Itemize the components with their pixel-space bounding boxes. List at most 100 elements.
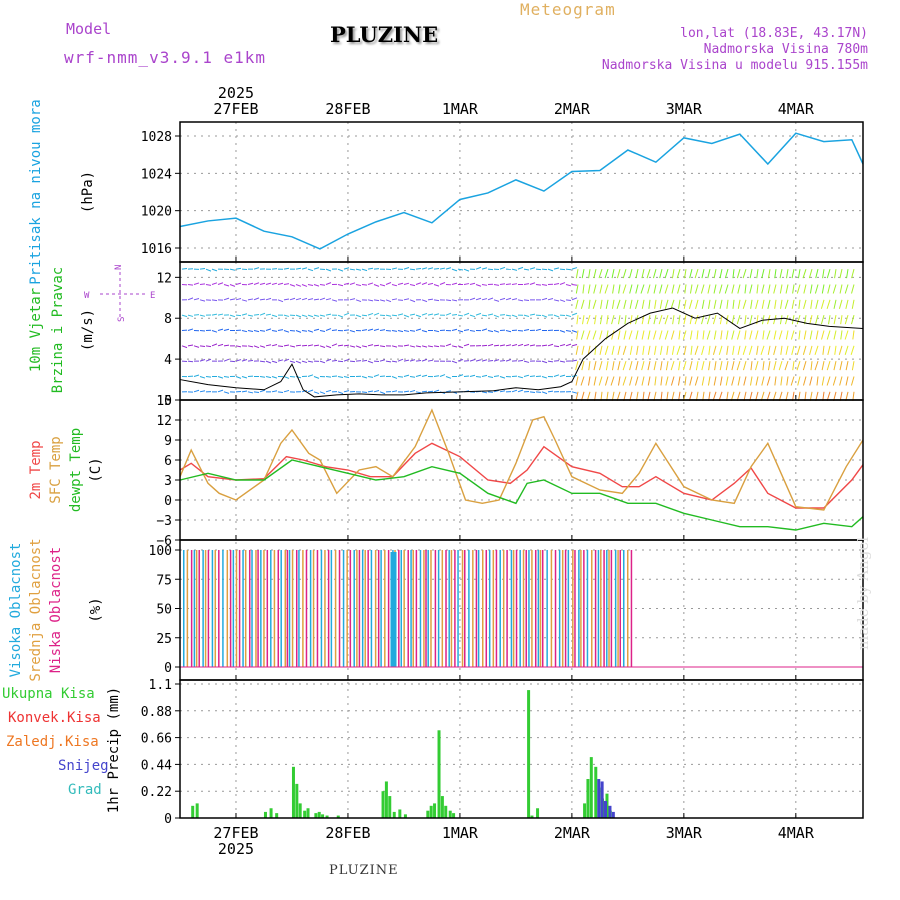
wind-barb (851, 299, 855, 309)
cloud-bar (515, 550, 518, 667)
y-tick-label: 25 (156, 632, 172, 647)
wind-barb (505, 330, 512, 333)
wind-barb (385, 299, 392, 303)
wind-barb (838, 345, 843, 355)
wind-barb (199, 390, 206, 393)
wind-barb (499, 344, 506, 347)
wind-barb (301, 297, 308, 301)
wind-barb (463, 329, 470, 331)
wind-barb (774, 299, 777, 309)
cloud-bar (578, 550, 580, 667)
wind-barb (199, 299, 206, 302)
wind-barb (559, 360, 566, 363)
wind-barb (761, 299, 765, 309)
wind-barb (766, 376, 771, 386)
wind-barb (785, 284, 789, 294)
wind-barb (553, 314, 560, 318)
cloud-bar (270, 550, 272, 667)
cloud-bar (305, 550, 308, 667)
precip-total-bar (314, 813, 318, 818)
wind-barb (749, 330, 753, 340)
cloud-bar (485, 550, 488, 667)
wind-barb (571, 330, 578, 333)
wind-barb (337, 344, 344, 347)
precip-total-bar (384, 781, 388, 818)
wind-barb (307, 360, 314, 363)
wind-barb (493, 299, 500, 302)
wind-barb (199, 376, 206, 379)
wind-barb (713, 330, 717, 340)
wind-barb (331, 299, 338, 302)
wind-barb (259, 312, 266, 316)
wind-barb (313, 328, 320, 331)
precip-total-bar (295, 783, 299, 818)
wind-barb (505, 297, 512, 301)
cloud-bar (364, 550, 366, 667)
cloud-bar (495, 550, 498, 667)
wind-barb (511, 268, 518, 271)
wind-barb (821, 284, 825, 294)
x-tick-label-bottom: 28FEB (325, 824, 370, 842)
wind-barb (271, 282, 278, 285)
wind-barb (559, 330, 566, 333)
precip-total-bar (275, 813, 279, 818)
wind-barb (481, 359, 488, 362)
wind-barb (822, 269, 825, 279)
wind-barb (265, 344, 272, 347)
wind-barb (654, 345, 657, 355)
y-tick-label: 100 (149, 544, 172, 559)
y-tick-label: 0 (164, 494, 172, 509)
wind-barb (553, 360, 560, 362)
wind-unit: (m/s) (80, 309, 96, 351)
wind-barb (629, 269, 633, 279)
wind-barb (575, 299, 579, 309)
precip-total-bar (429, 805, 433, 818)
wind-barb (295, 314, 302, 318)
wind-barb (265, 360, 272, 364)
cloud-bar (260, 550, 262, 667)
cloud-bar (235, 550, 238, 667)
wind-barb (403, 329, 410, 332)
temp-ylabel-sfc: SFC Temp (48, 436, 64, 503)
wind-barb (475, 297, 482, 301)
cloud-bar (419, 550, 422, 667)
wind-barb (695, 299, 699, 309)
wind-barb (814, 345, 819, 355)
wind-barb (833, 299, 837, 309)
wind-barb (379, 299, 386, 302)
wind-barb (259, 360, 266, 363)
wind-barb (683, 299, 687, 309)
cloud-bar (537, 550, 540, 667)
cloud-bar (441, 550, 444, 667)
wind-barb (529, 391, 536, 394)
wind-barb (229, 268, 236, 271)
wind-barb (373, 390, 380, 393)
wind-barb (785, 330, 789, 340)
wind-barb (659, 269, 663, 279)
wind-barb (676, 345, 681, 355)
wind-barb (217, 376, 224, 379)
wind-barb (421, 390, 428, 393)
wind-barb (701, 299, 705, 309)
cloud-bar (546, 550, 548, 667)
wind-barb (193, 374, 200, 377)
precip-total-bar (191, 805, 195, 818)
wind-barb (850, 345, 855, 355)
cloud-bar (626, 550, 629, 667)
pressure-ylabel: Pritisak na nivou mora (28, 99, 44, 284)
wind-barb (839, 361, 843, 371)
wind-barb (622, 269, 627, 279)
cloud-bar (475, 550, 478, 667)
wind-barb (808, 269, 813, 279)
cloud-bar (528, 550, 530, 667)
wind-barb (670, 330, 675, 340)
wind-barb (834, 269, 837, 279)
wind-barb (648, 299, 651, 309)
wind-barb (689, 330, 693, 340)
wind-barb (773, 345, 777, 355)
wind-barb (694, 376, 699, 386)
wind-barb (433, 375, 440, 377)
wind-barb (791, 269, 795, 279)
wind-barb (670, 376, 675, 386)
wind-barb (211, 313, 218, 316)
